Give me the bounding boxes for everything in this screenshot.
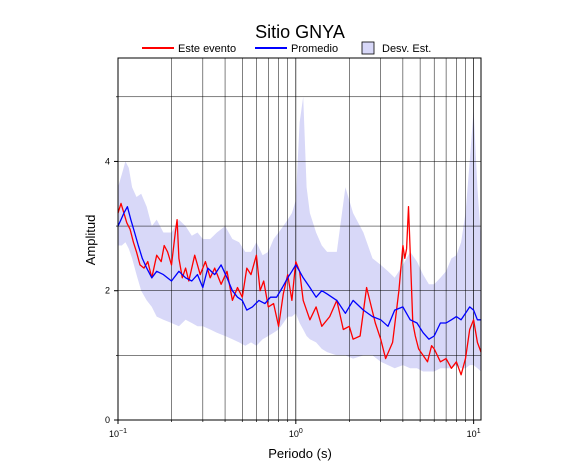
y-axis-label: Amplitud: [83, 215, 98, 266]
legend-swatch-desv-est: [361, 41, 375, 55]
std-band-layer: [118, 96, 481, 372]
y-tick-label: 0: [105, 415, 110, 425]
std-band-area: [118, 96, 481, 372]
chart-title: Sitio GNYA: [255, 22, 345, 42]
legend: Este evento Promedio Desv. Est.: [142, 41, 431, 55]
y-axis: 0 2 4: [105, 96, 118, 425]
series-line-promedio: [117, 206, 481, 340]
x-axis-label: Periodo (s): [268, 446, 332, 461]
x-tick-label: 10−1: [109, 428, 127, 439]
series-layer: [117, 202, 482, 376]
x-tick-label: 101: [467, 428, 481, 439]
legend-label-desv-est: Desv. Est.: [382, 43, 431, 55]
legend-label-promedio: Promedio: [291, 43, 338, 55]
x-tick-label: 100: [289, 428, 303, 439]
plot-frame: [117, 57, 482, 421]
series-line-este-evento: [117, 202, 482, 376]
legend-label-este-evento: Este evento: [178, 43, 236, 55]
plot-area: [117, 57, 482, 421]
x-axis: 10−1 100 101: [109, 420, 481, 439]
y-tick-label: 4: [105, 156, 110, 166]
y-tick-label: 2: [105, 286, 110, 296]
